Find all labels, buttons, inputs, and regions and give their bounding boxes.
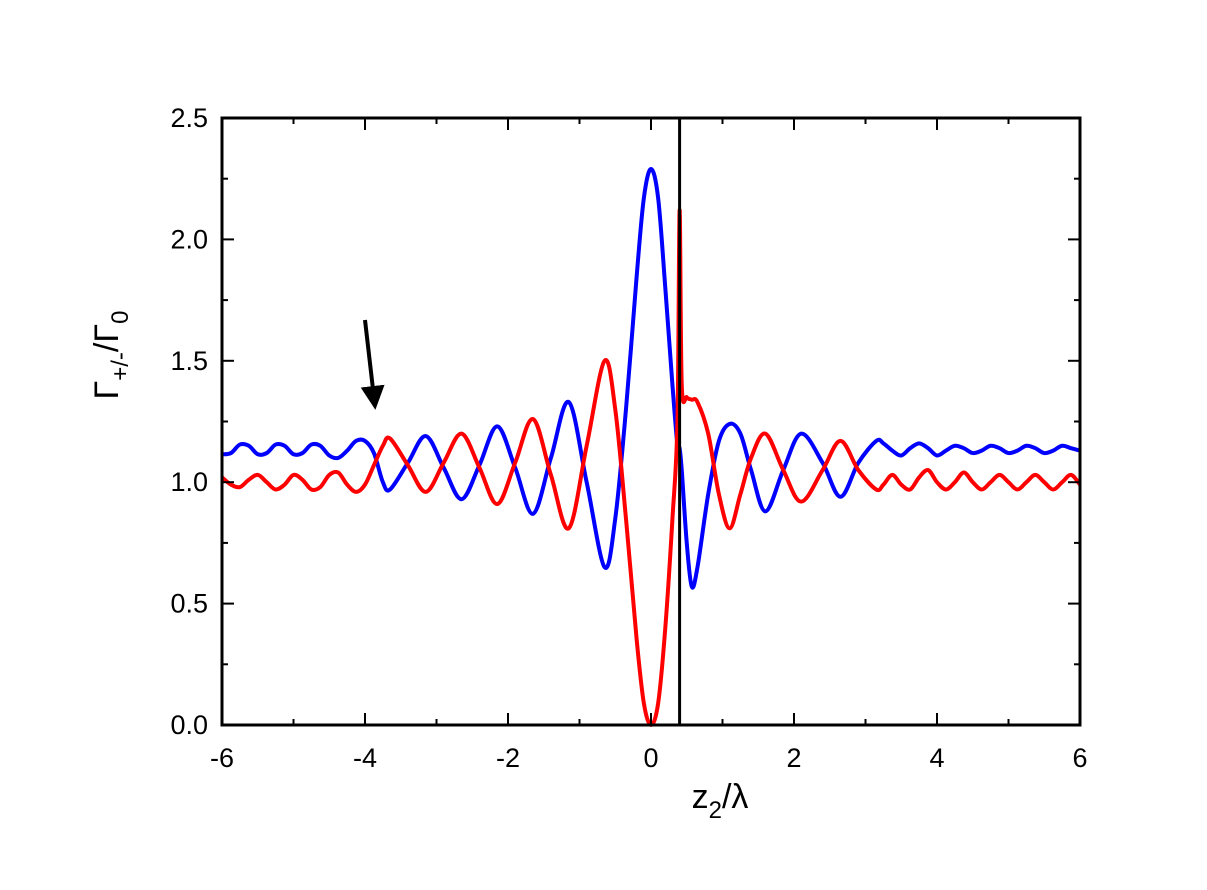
label-subscript: 2 <box>709 797 722 824</box>
series-line <box>220 208 1082 727</box>
y-axis-label: Γ+/-/Γ0 <box>88 311 134 400</box>
label-subscript: +/- <box>107 352 134 381</box>
label-text: /Γ <box>88 324 126 352</box>
x-tick-label: 4 <box>929 743 944 773</box>
arrow <box>360 319 385 410</box>
x-tick-label: 2 <box>786 743 801 773</box>
x-tick-label: -6 <box>210 743 234 773</box>
y-tick-label: 2.0 <box>170 224 208 254</box>
y-tick-label: 1.5 <box>170 346 208 376</box>
y-tick-label: 1.0 <box>170 467 208 497</box>
x-tick-label: 6 <box>1072 743 1087 773</box>
plot-area: -6 -4 -2 0 2 4 6 0.0 0.5 1.0 1.5 2.0 2.5 <box>170 103 1087 773</box>
y-tick-label: 2.5 <box>170 103 208 133</box>
label-text: z <box>692 778 709 816</box>
x-tick-label: 0 <box>643 743 658 773</box>
x-tick-label: -2 <box>496 743 520 773</box>
label-text: Γ <box>88 381 126 400</box>
x-tick-label: -4 <box>353 743 377 773</box>
label-text: /λ <box>722 778 748 816</box>
y-tick-label: 0.0 <box>170 710 208 740</box>
x-axis-label: z2/λ <box>692 778 749 824</box>
series-line <box>221 166 1081 590</box>
y-tick-label: 0.5 <box>170 589 208 619</box>
plot-frame <box>220 116 1082 727</box>
label-subscript: 0 <box>107 311 134 324</box>
